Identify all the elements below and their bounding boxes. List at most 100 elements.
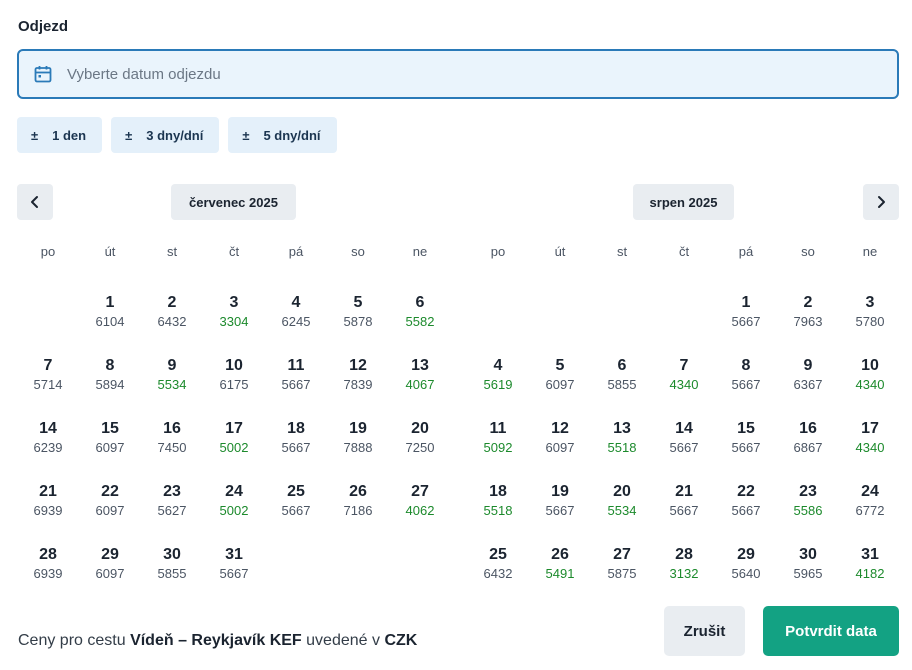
calendar-day[interactable]: 14 5667 bbox=[653, 412, 715, 475]
calendar-day[interactable]: 28 3132 bbox=[653, 538, 715, 601]
calendar-day[interactable]: 24 5002 bbox=[203, 475, 265, 538]
calendar-day[interactable]: 11 5667 bbox=[265, 349, 327, 412]
calendar-day[interactable]: 8 5894 bbox=[79, 349, 141, 412]
calendar-day[interactable]: 26 7186 bbox=[327, 475, 389, 538]
day-number: 2 bbox=[803, 294, 813, 311]
day-price: 5667 bbox=[731, 503, 761, 518]
previous-month-button[interactable] bbox=[17, 184, 53, 220]
calendar-day[interactable]: 12 6097 bbox=[529, 412, 591, 475]
day-number: 24 bbox=[861, 483, 879, 500]
calendar-day[interactable]: 3 3304 bbox=[203, 286, 265, 349]
calendar-day[interactable]: 16 7450 bbox=[141, 412, 203, 475]
day-number: 21 bbox=[39, 483, 57, 500]
calendar-day[interactable]: 21 6939 bbox=[17, 475, 79, 538]
calendar-day[interactable]: 17 4340 bbox=[839, 412, 901, 475]
day-number: 3 bbox=[865, 294, 875, 311]
empty-cell bbox=[653, 286, 715, 349]
calendar-day[interactable]: 23 5627 bbox=[141, 475, 203, 538]
calendar-day[interactable]: 29 5640 bbox=[715, 538, 777, 601]
confirm-dates-button[interactable]: Potvrdit data bbox=[763, 606, 899, 656]
calendar-day[interactable]: 15 6097 bbox=[79, 412, 141, 475]
calendar-day[interactable]: 25 5667 bbox=[265, 475, 327, 538]
day-price: 5780 bbox=[855, 314, 885, 329]
calendar-day[interactable]: 28 6939 bbox=[17, 538, 79, 601]
calendar-day[interactable]: 12 7839 bbox=[327, 349, 389, 412]
departure-date-field[interactable] bbox=[17, 49, 899, 99]
cancel-button[interactable]: Zrušit bbox=[664, 606, 745, 656]
day-number: 11 bbox=[489, 420, 507, 437]
calendar-day[interactable]: 1 5667 bbox=[715, 286, 777, 349]
day-number: 3 bbox=[229, 294, 239, 311]
calendar-day[interactable]: 21 5667 bbox=[653, 475, 715, 538]
flex-date-options: ± 1 den ± 3 dny/dní ± 5 dny/dní bbox=[17, 117, 337, 153]
calendar-day[interactable]: 27 4062 bbox=[389, 475, 451, 538]
calendar-day[interactable]: 17 5002 bbox=[203, 412, 265, 475]
day-number: 24 bbox=[225, 483, 243, 500]
calendar-day[interactable]: 24 6772 bbox=[839, 475, 901, 538]
calendar-day[interactable]: 26 5491 bbox=[529, 538, 591, 601]
calendar-day[interactable]: 14 6239 bbox=[17, 412, 79, 475]
calendar-day[interactable]: 31 5667 bbox=[203, 538, 265, 601]
calendar-day[interactable]: 4 6245 bbox=[265, 286, 327, 349]
calendar-day[interactable]: 30 5965 bbox=[777, 538, 839, 601]
departure-date-input[interactable] bbox=[67, 65, 767, 83]
calendar-day[interactable]: 15 5667 bbox=[715, 412, 777, 475]
calendar-day[interactable]: 2 6432 bbox=[141, 286, 203, 349]
weekday-label: st bbox=[616, 244, 628, 259]
next-month-button[interactable] bbox=[863, 184, 899, 220]
flex-option-label: 3 dny/dní bbox=[146, 127, 204, 143]
calendar-day[interactable]: 4 5619 bbox=[467, 349, 529, 412]
calendar-day[interactable]: 7 5714 bbox=[17, 349, 79, 412]
currency-code: CZK bbox=[384, 632, 418, 649]
calendar-day[interactable]: 22 5667 bbox=[715, 475, 777, 538]
calendar-day[interactable]: 30 5855 bbox=[141, 538, 203, 601]
calendar-day[interactable]: 3 5780 bbox=[839, 286, 901, 349]
day-number: 25 bbox=[287, 483, 305, 500]
calendar-day[interactable]: 7 4340 bbox=[653, 349, 715, 412]
day-price: 5878 bbox=[343, 314, 373, 329]
calendar-day[interactable]: 25 6432 bbox=[467, 538, 529, 601]
calendar-day[interactable]: 10 4340 bbox=[839, 349, 901, 412]
calendar-day[interactable]: 5 6097 bbox=[529, 349, 591, 412]
calendar-day[interactable]: 23 5586 bbox=[777, 475, 839, 538]
calendar-day[interactable]: 18 5667 bbox=[265, 412, 327, 475]
empty-cell bbox=[591, 286, 653, 349]
calendar-day[interactable]: 1 6104 bbox=[79, 286, 141, 349]
calendar-day[interactable]: 6 5582 bbox=[389, 286, 451, 349]
day-price: 5619 bbox=[483, 377, 513, 392]
calendar-day[interactable]: 8 5667 bbox=[715, 349, 777, 412]
day-price: 6175 bbox=[219, 377, 249, 392]
calendar-day[interactable]: 19 5667 bbox=[529, 475, 591, 538]
calendar-day[interactable]: 9 6367 bbox=[777, 349, 839, 412]
day-price: 5667 bbox=[219, 566, 249, 581]
calendar-day[interactable]: 20 7250 bbox=[389, 412, 451, 475]
calendar-day[interactable]: 22 6097 bbox=[79, 475, 141, 538]
day-price: 5667 bbox=[281, 377, 311, 392]
flex-option-3-days[interactable]: ± 3 dny/dní bbox=[111, 117, 220, 153]
calendar-day[interactable]: 6 5855 bbox=[591, 349, 653, 412]
calendar-day[interactable]: 19 7888 bbox=[327, 412, 389, 475]
flex-option-5-days[interactable]: ± 5 dny/dní bbox=[228, 117, 337, 153]
calendar-day[interactable]: 10 6175 bbox=[203, 349, 265, 412]
calendar-day[interactable]: 11 5092 bbox=[467, 412, 529, 475]
calendar-day[interactable]: 2 7963 bbox=[777, 286, 839, 349]
flex-option-1-day[interactable]: ± 1 den bbox=[17, 117, 103, 153]
calendar-day[interactable]: 5 5878 bbox=[327, 286, 389, 349]
calendar-day[interactable]: 13 5518 bbox=[591, 412, 653, 475]
day-price: 5667 bbox=[731, 377, 761, 392]
day-number: 27 bbox=[613, 546, 631, 563]
day-price: 4340 bbox=[669, 377, 699, 392]
flex-option-label: 1 den bbox=[52, 127, 87, 143]
calendar-day[interactable]: 29 6097 bbox=[79, 538, 141, 601]
calendar-day[interactable]: 16 6867 bbox=[777, 412, 839, 475]
day-price: 7450 bbox=[157, 440, 187, 455]
calendar-day[interactable]: 27 5875 bbox=[591, 538, 653, 601]
calendar-day[interactable]: 13 4067 bbox=[389, 349, 451, 412]
day-price: 7250 bbox=[405, 440, 435, 455]
calendar-day[interactable]: 31 4182 bbox=[839, 538, 901, 601]
weekday-label: pá bbox=[288, 244, 304, 259]
day-price: 3304 bbox=[219, 314, 249, 329]
calendar-day[interactable]: 18 5518 bbox=[467, 475, 529, 538]
calendar-day[interactable]: 20 5534 bbox=[591, 475, 653, 538]
calendar-day[interactable]: 9 5534 bbox=[141, 349, 203, 412]
